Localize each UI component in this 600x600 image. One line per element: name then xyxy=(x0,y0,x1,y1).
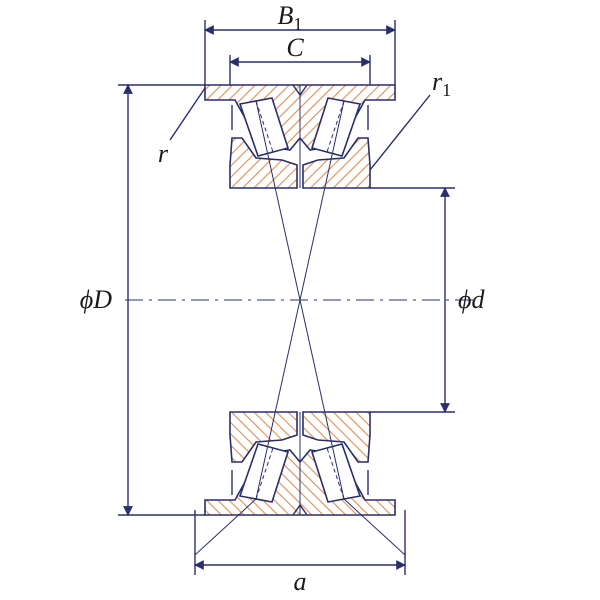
label-B1: B1 xyxy=(278,1,303,34)
label-phiD: ϕD xyxy=(80,285,112,314)
bearing-diagram: B1 C r r1 ϕD ϕd a xyxy=(0,0,600,600)
label-r1: r1 xyxy=(432,67,451,100)
label-r: r xyxy=(158,139,169,168)
centerlines xyxy=(125,85,475,515)
label-a: a xyxy=(294,567,307,596)
label-phid: ϕd xyxy=(458,285,485,314)
label-C: C xyxy=(286,33,304,62)
